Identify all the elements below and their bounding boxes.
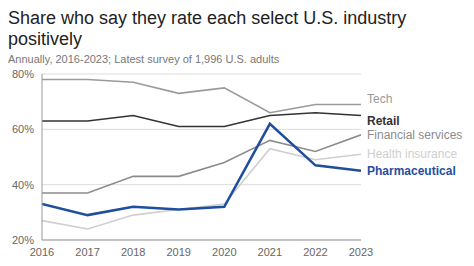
- html-text:Annually, 2016-2023; Latest su: Annually, 2016-2023; Latest survey of 1,…: [8, 53, 280, 65]
- svg-text:20%: 20%: [12, 234, 34, 246]
- svg-text:Tech: Tech: [367, 92, 392, 106]
- svg-text:2018: 2018: [121, 246, 145, 258]
- svg-text:2019: 2019: [166, 246, 190, 258]
- svg-text:2017: 2017: [75, 246, 99, 258]
- svg-text:2023: 2023: [349, 246, 373, 258]
- svg-text:Health insurance: Health insurance: [367, 147, 457, 161]
- svg-text:Retail: Retail: [367, 114, 400, 128]
- html-text:Share who say they rate each s: Share who say they rate each select U.S.…: [8, 8, 407, 49]
- svg-text:Pharmaceutical: Pharmaceutical: [367, 164, 456, 178]
- svg-text:60%: 60%: [12, 123, 34, 135]
- svg-text:80%: 80%: [12, 68, 34, 80]
- svg-text:Financial services: Financial services: [367, 128, 462, 142]
- svg-text:2016: 2016: [30, 246, 54, 258]
- svg-text:2020: 2020: [212, 246, 236, 258]
- svg-text:40%: 40%: [12, 179, 34, 191]
- svg-text:2021: 2021: [258, 246, 282, 258]
- svg-text:2022: 2022: [303, 246, 327, 258]
